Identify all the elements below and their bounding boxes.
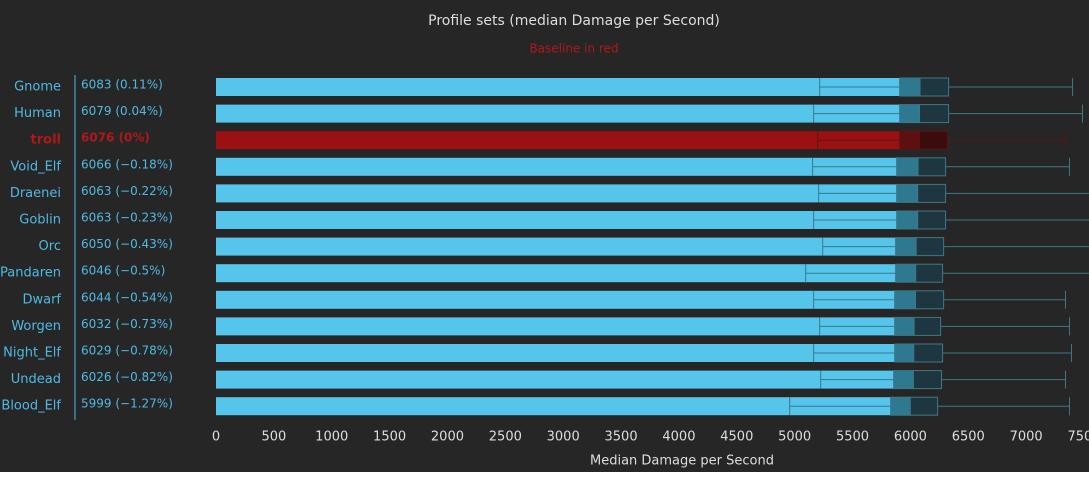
category-label: Draenei: [10, 186, 61, 201]
value-label: 6044 (−0.54%): [81, 290, 173, 304]
box-upper: [918, 130, 949, 150]
box-upper: [917, 210, 947, 230]
box-lower: [894, 343, 915, 363]
category-label: Undead: [11, 372, 61, 387]
value-label: 6032 (−0.73%): [81, 317, 173, 331]
x-tick-label: 4500: [720, 430, 753, 445]
bar: [216, 131, 920, 150]
box-upper: [909, 396, 939, 416]
box-lower: [899, 104, 921, 124]
bar: [216, 211, 918, 229]
value-label: 6026 (−0.82%): [81, 370, 173, 384]
bar: [216, 157, 919, 176]
bar: [216, 78, 921, 96]
box-upper: [912, 370, 943, 390]
x-tick-label: 0: [212, 430, 220, 445]
category-label: troll: [31, 133, 61, 148]
category-label: Pandaren: [0, 266, 61, 281]
category-label: Orc: [39, 239, 61, 254]
chart-title: Profile sets (median Damage per Second): [428, 13, 720, 29]
value-label: 6079 (0.04%): [81, 104, 163, 118]
category-label: Goblin: [19, 213, 61, 228]
x-tick-label: 6500: [952, 430, 985, 445]
value-label: 6063 (−0.23%): [81, 211, 173, 225]
x-tick-label: 7000: [1010, 430, 1043, 445]
plot-area: [216, 77, 1089, 416]
bar: [216, 184, 918, 203]
x-tick-label: 4000: [662, 430, 695, 445]
box-lower: [894, 290, 916, 310]
value-label: 6083 (0.11%): [81, 78, 163, 92]
x-axis-label: Median Damage per Second: [590, 454, 774, 469]
value-label: 5999 (−1.27%): [81, 397, 173, 411]
box-lower: [890, 396, 911, 416]
box-upper: [919, 104, 950, 124]
value-label: 6066 (−0.18%): [81, 157, 173, 171]
category-label: Gnome: [14, 80, 61, 95]
bar: [216, 370, 914, 389]
box-upper: [915, 237, 945, 257]
x-tick-label: 6000: [894, 430, 927, 445]
x-tick-label: 2000: [431, 430, 464, 445]
box-upper: [914, 290, 945, 310]
bar: [216, 264, 916, 283]
box-upper: [915, 263, 944, 283]
box-lower: [899, 77, 921, 97]
x-tick-label: 5500: [836, 430, 869, 445]
value-label: 6029 (−0.78%): [81, 344, 173, 358]
box-lower: [896, 157, 919, 177]
box-lower: [895, 237, 917, 257]
x-tick-label: 500: [261, 430, 286, 445]
category-label: Worgen: [11, 319, 61, 334]
box-upper: [919, 77, 950, 97]
x-tick-label: 3000: [547, 430, 580, 445]
box-lower: [896, 210, 919, 230]
box-lower: [893, 370, 914, 390]
box-lower: [899, 130, 920, 150]
value-label: 6050 (−0.43%): [81, 237, 173, 251]
x-tick-label: 1000: [315, 430, 348, 445]
chart-subtitle: Baseline in red: [529, 42, 618, 56]
bar: [216, 397, 911, 416]
value-label: 6076 (0%): [81, 131, 150, 145]
value-label: 6046 (−0.5%): [81, 264, 165, 278]
box-lower: [896, 183, 919, 203]
box-upper: [917, 183, 947, 203]
x-tick-label: 7500: [1067, 430, 1089, 445]
value-label: 6063 (−0.22%): [81, 184, 173, 198]
box-lower: [894, 316, 915, 336]
bar: [216, 317, 915, 336]
category-label: Blood_Elf: [1, 399, 61, 414]
bar: [216, 237, 917, 256]
category-label: Void_Elf: [10, 159, 61, 174]
box-lower: [895, 263, 917, 283]
x-tick-label: 2500: [489, 430, 522, 445]
x-tick-label: 3500: [605, 430, 638, 445]
x-tick-label: 1500: [373, 430, 406, 445]
category-label: Night_Elf: [3, 346, 61, 361]
box-upper: [913, 316, 942, 336]
box-upper: [917, 157, 947, 177]
x-tick-label: 5000: [778, 430, 811, 445]
category-label: Dwarf: [22, 292, 61, 307]
bar: [216, 290, 916, 309]
bar: [216, 104, 920, 123]
bar: [216, 344, 914, 362]
box-upper: [913, 343, 944, 363]
category-label: Human: [14, 106, 61, 121]
